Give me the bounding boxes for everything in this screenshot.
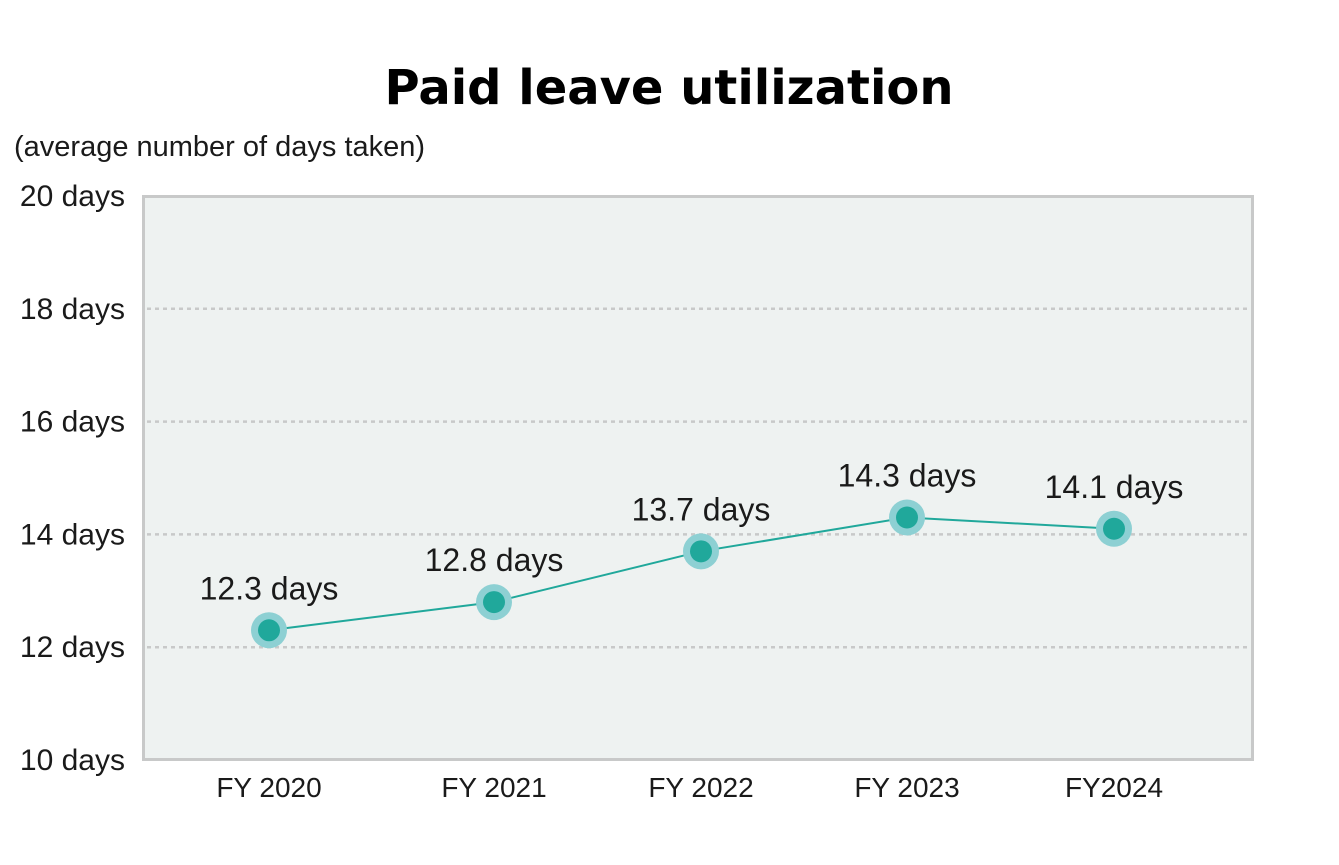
data-label: 14.1 days <box>1045 469 1184 505</box>
data-label: 12.8 days <box>425 542 564 578</box>
y-tick-label: 12 days <box>20 631 125 664</box>
data-point <box>889 499 925 536</box>
data-point <box>251 612 287 649</box>
x-tick-label: FY2024 <box>1065 772 1163 803</box>
data-point-dot <box>1103 517 1125 540</box>
data-label: 14.3 days <box>838 457 977 493</box>
data-point-dot <box>690 540 712 563</box>
y-tick-label: 18 days <box>20 293 125 326</box>
x-axis-ticks: FY 2020 FY 2021 FY 2022 FY 2023 FY2024 <box>216 772 1163 803</box>
y-tick-label: 14 days <box>20 518 125 551</box>
data-point-dot <box>896 506 918 529</box>
data-point <box>476 584 512 621</box>
y-tick-label: 20 days <box>20 180 125 213</box>
data-markers <box>251 499 1132 649</box>
y-tick-label: 10 days <box>20 744 125 777</box>
data-point <box>1096 510 1132 547</box>
data-point-dot <box>258 619 280 642</box>
chart-subtitle: (average number of days taken) <box>14 131 425 163</box>
data-labels: 12.3 days 12.8 days 13.7 days 14.3 days 14.1… <box>200 457 1184 606</box>
x-tick-label: FY 2023 <box>854 772 959 803</box>
data-point <box>683 533 719 570</box>
y-axis-ticks: 10 days 12 days 14 days 16 days 18 days 20 da… <box>20 180 125 777</box>
data-label: 13.7 days <box>632 491 771 527</box>
chart-title: Paid leave utilization <box>384 60 953 116</box>
data-point-dot <box>483 591 505 614</box>
data-label: 12.3 days <box>200 570 339 606</box>
y-tick-label: 16 days <box>20 406 125 439</box>
x-tick-label: FY 2021 <box>441 772 546 803</box>
x-tick-label: FY 2022 <box>648 772 753 803</box>
x-tick-label: FY 2020 <box>216 772 321 803</box>
plot-area <box>142 195 1254 761</box>
